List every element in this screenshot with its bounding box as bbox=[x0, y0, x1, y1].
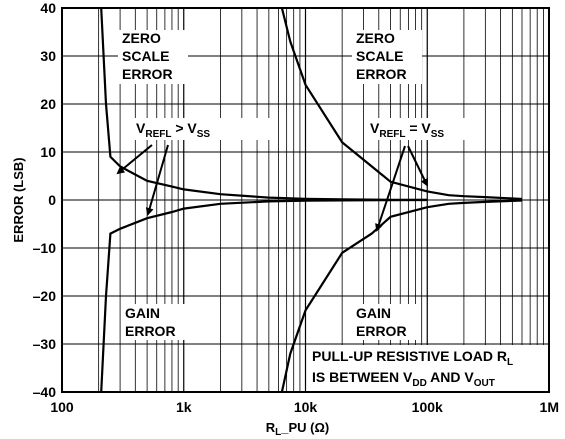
y-tick-labels: 40 30 20 10 0 –10 –20 –30 –40 bbox=[33, 0, 57, 400]
svg-text:ERROR: ERROR bbox=[122, 66, 173, 82]
svg-text:SCALE: SCALE bbox=[356, 48, 403, 64]
error-curve-3 bbox=[280, 199, 523, 393]
data-curves bbox=[100, 7, 523, 393]
annotation-bg bbox=[308, 345, 544, 391]
y-tick-label: 30 bbox=[40, 48, 56, 64]
y-tick-label: 10 bbox=[40, 144, 56, 160]
x-tick-label: 1M bbox=[540, 399, 559, 415]
vrefl-gt-vss-label: VREFL > VSS bbox=[136, 120, 210, 140]
x-axis-title-rest: _PU (Ω) bbox=[280, 420, 329, 435]
pullup-note-line1: PULL-UP RESISTIVE LOAD RL bbox=[312, 348, 513, 368]
annotation-bg bbox=[352, 304, 416, 340]
zero-scale-error-right-label: ZERO SCALE ERROR bbox=[356, 30, 407, 82]
svg-text:GAIN: GAIN bbox=[125, 305, 160, 321]
x-tick-label: 1k bbox=[176, 399, 192, 415]
annotation-bg bbox=[132, 118, 272, 140]
annotation-bg bbox=[118, 30, 188, 84]
gain-error-right-label: GAIN ERROR bbox=[356, 305, 407, 339]
y-tick-label: –30 bbox=[33, 336, 57, 352]
zero-scale-error-left-label: ZERO SCALE ERROR bbox=[122, 30, 173, 82]
y-axis-title: ERROR (LSB) bbox=[11, 157, 26, 242]
svg-text:ZERO: ZERO bbox=[356, 30, 395, 46]
annotation-bg bbox=[366, 118, 478, 140]
annotation-bg bbox=[122, 304, 186, 340]
x-axis-title: RL_PU (Ω) bbox=[266, 420, 329, 438]
x-tick-labels: 100 1k 10k 100k 1M bbox=[50, 399, 559, 415]
gain-error-left-label: GAIN ERROR bbox=[125, 305, 176, 339]
arrow-vrefl-eq-upper bbox=[407, 145, 428, 187]
annotation-backgrounds bbox=[118, 30, 544, 391]
y-tick-label: –40 bbox=[33, 384, 57, 400]
svg-text:GAIN: GAIN bbox=[356, 305, 391, 321]
y-tick-label: –20 bbox=[33, 288, 57, 304]
x-tick-label: 10k bbox=[294, 399, 318, 415]
y-tick-label: 0 bbox=[48, 192, 56, 208]
y-tick-label: –10 bbox=[33, 240, 57, 256]
x-axis-title-sub: L bbox=[275, 427, 281, 438]
x-axis-title-main: R bbox=[266, 420, 276, 435]
pullup-note-line2: IS BETWEEN VDD AND VOUT bbox=[312, 369, 495, 389]
y-tick-label: 20 bbox=[40, 96, 56, 112]
x-tick-label: 100k bbox=[412, 399, 443, 415]
svg-text:SCALE: SCALE bbox=[122, 48, 169, 64]
annotation-bg bbox=[352, 30, 422, 84]
vrefl-eq-vss-label: VREFL = VSS bbox=[370, 120, 444, 140]
svg-text:ERROR: ERROR bbox=[125, 323, 176, 339]
arrow-vrefl-gt-lower bbox=[145, 144, 169, 216]
svg-text:ERROR: ERROR bbox=[356, 323, 407, 339]
svg-text:ERROR: ERROR bbox=[356, 66, 407, 82]
arrow-vrefl-gt-upper bbox=[116, 144, 153, 175]
error-curve-1 bbox=[100, 198, 428, 393]
annotation-arrows bbox=[116, 144, 428, 232]
y-tick-label: 40 bbox=[40, 0, 56, 16]
x-tick-label: 100 bbox=[50, 399, 74, 415]
plot-frame bbox=[61, 7, 550, 393]
arrow-vrefl-eq-lower bbox=[375, 145, 406, 232]
svg-text:ZERO: ZERO bbox=[122, 30, 161, 46]
error-curve-2 bbox=[280, 7, 523, 201]
